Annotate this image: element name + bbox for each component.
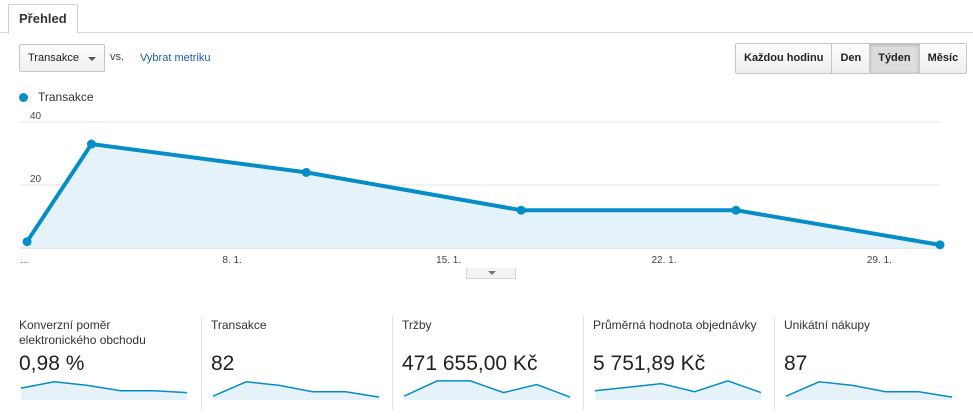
x-tick-label: 29. 1. xyxy=(867,255,892,266)
scorecards: Konverzní poměr elektronického obchodu 0… xyxy=(10,316,965,410)
collapse-chart-handle[interactable] xyxy=(466,268,516,279)
scorecard-value: 471 655,00 Kč xyxy=(402,352,538,375)
sparkline-area xyxy=(595,380,761,400)
data-point xyxy=(935,240,945,250)
scorecard-value: 0,98 % xyxy=(19,352,85,375)
tab-overview[interactable]: Přehled xyxy=(8,4,78,34)
chart-legend: Transakce xyxy=(19,90,94,104)
line-chart: 20 40... 8. 1. 15. 1. 22. 1. 29. 1. xyxy=(0,108,973,278)
scorecard-label: Unikátní nákupy xyxy=(784,318,871,332)
x-tick-label: 15. 1. xyxy=(436,255,461,266)
series-line xyxy=(25,142,941,247)
scorecard-revenue[interactable]: Tržby 471 655,00 Kč xyxy=(392,316,573,410)
legend-series-label: Transakce xyxy=(38,90,94,104)
sparkline-line xyxy=(212,381,380,398)
x-tick-label: ... xyxy=(20,255,28,266)
scorecard-value: 87 xyxy=(784,352,808,375)
sparkline-area xyxy=(21,381,187,400)
period-selector: Každou hodinu Den Týden Měsíc xyxy=(735,43,968,74)
scorecard-label: Transakce xyxy=(211,318,267,332)
sparkline xyxy=(594,380,762,400)
period-month-button[interactable]: Měsíc xyxy=(919,44,967,73)
sparkline-area xyxy=(213,381,379,400)
chevron-down-icon xyxy=(88,57,96,61)
sparkline-area xyxy=(786,381,952,400)
sparkline-line xyxy=(785,381,953,398)
sparkline xyxy=(20,381,188,400)
series-area xyxy=(27,144,940,248)
y-tick-label: 40 xyxy=(30,111,42,122)
scorecard-value: 5 751,89 Kč xyxy=(593,352,706,375)
scorecard-transactions[interactable]: Transakce 82 xyxy=(201,316,382,410)
scorecard-unique-purchases[interactable]: Unikátní nákupy 87 xyxy=(774,316,955,410)
data-point xyxy=(301,167,311,177)
chevron-down-icon xyxy=(488,271,496,275)
scorecard-avg-order-value[interactable]: Průměrná hodnota objednávky 5 751,89 Kč xyxy=(583,316,764,410)
sparkline xyxy=(403,380,571,400)
data-point xyxy=(731,205,741,215)
metric-dropdown-value: Transakce xyxy=(28,52,79,64)
sparkline-area xyxy=(404,380,570,400)
y-tick-label: 20 xyxy=(30,174,42,185)
sparkline-line xyxy=(403,380,571,398)
vs-label: vs. xyxy=(110,51,125,63)
sparkline xyxy=(785,381,953,400)
scorecard-conversion-rate[interactable]: Konverzní poměr elektronického obchodu 0… xyxy=(10,316,191,410)
sparkline-line xyxy=(20,381,188,394)
data-point xyxy=(86,139,96,149)
sparkline-line xyxy=(594,380,762,394)
period-day-button[interactable]: Den xyxy=(832,44,871,73)
x-tick-label: 22. 1. xyxy=(651,255,676,266)
period-hourly-button[interactable]: Každou hodinu xyxy=(736,44,833,73)
scorecard-label: Tržby xyxy=(402,318,432,332)
period-week-button[interactable]: Týden xyxy=(870,44,920,73)
scorecard-value: 82 xyxy=(211,352,235,375)
x-tick-label: 8. 1. xyxy=(222,255,241,266)
scorecard-label: Průměrná hodnota objednávky xyxy=(593,318,757,332)
legend-dot-icon xyxy=(19,92,28,102)
choose-metric-link[interactable]: Vybrat metriku xyxy=(140,52,211,64)
data-point xyxy=(516,205,526,215)
scorecard-label: Konverzní poměr elektronického obchodu xyxy=(19,318,146,347)
tab-bar: Přehled xyxy=(0,0,973,34)
data-point xyxy=(22,237,32,247)
metric-dropdown[interactable]: Transakce xyxy=(19,44,105,72)
chart-canvas: 20 40... 8. 1. 15. 1. 22. 1. 29. 1. xyxy=(20,111,945,266)
sparkline xyxy=(212,381,380,400)
